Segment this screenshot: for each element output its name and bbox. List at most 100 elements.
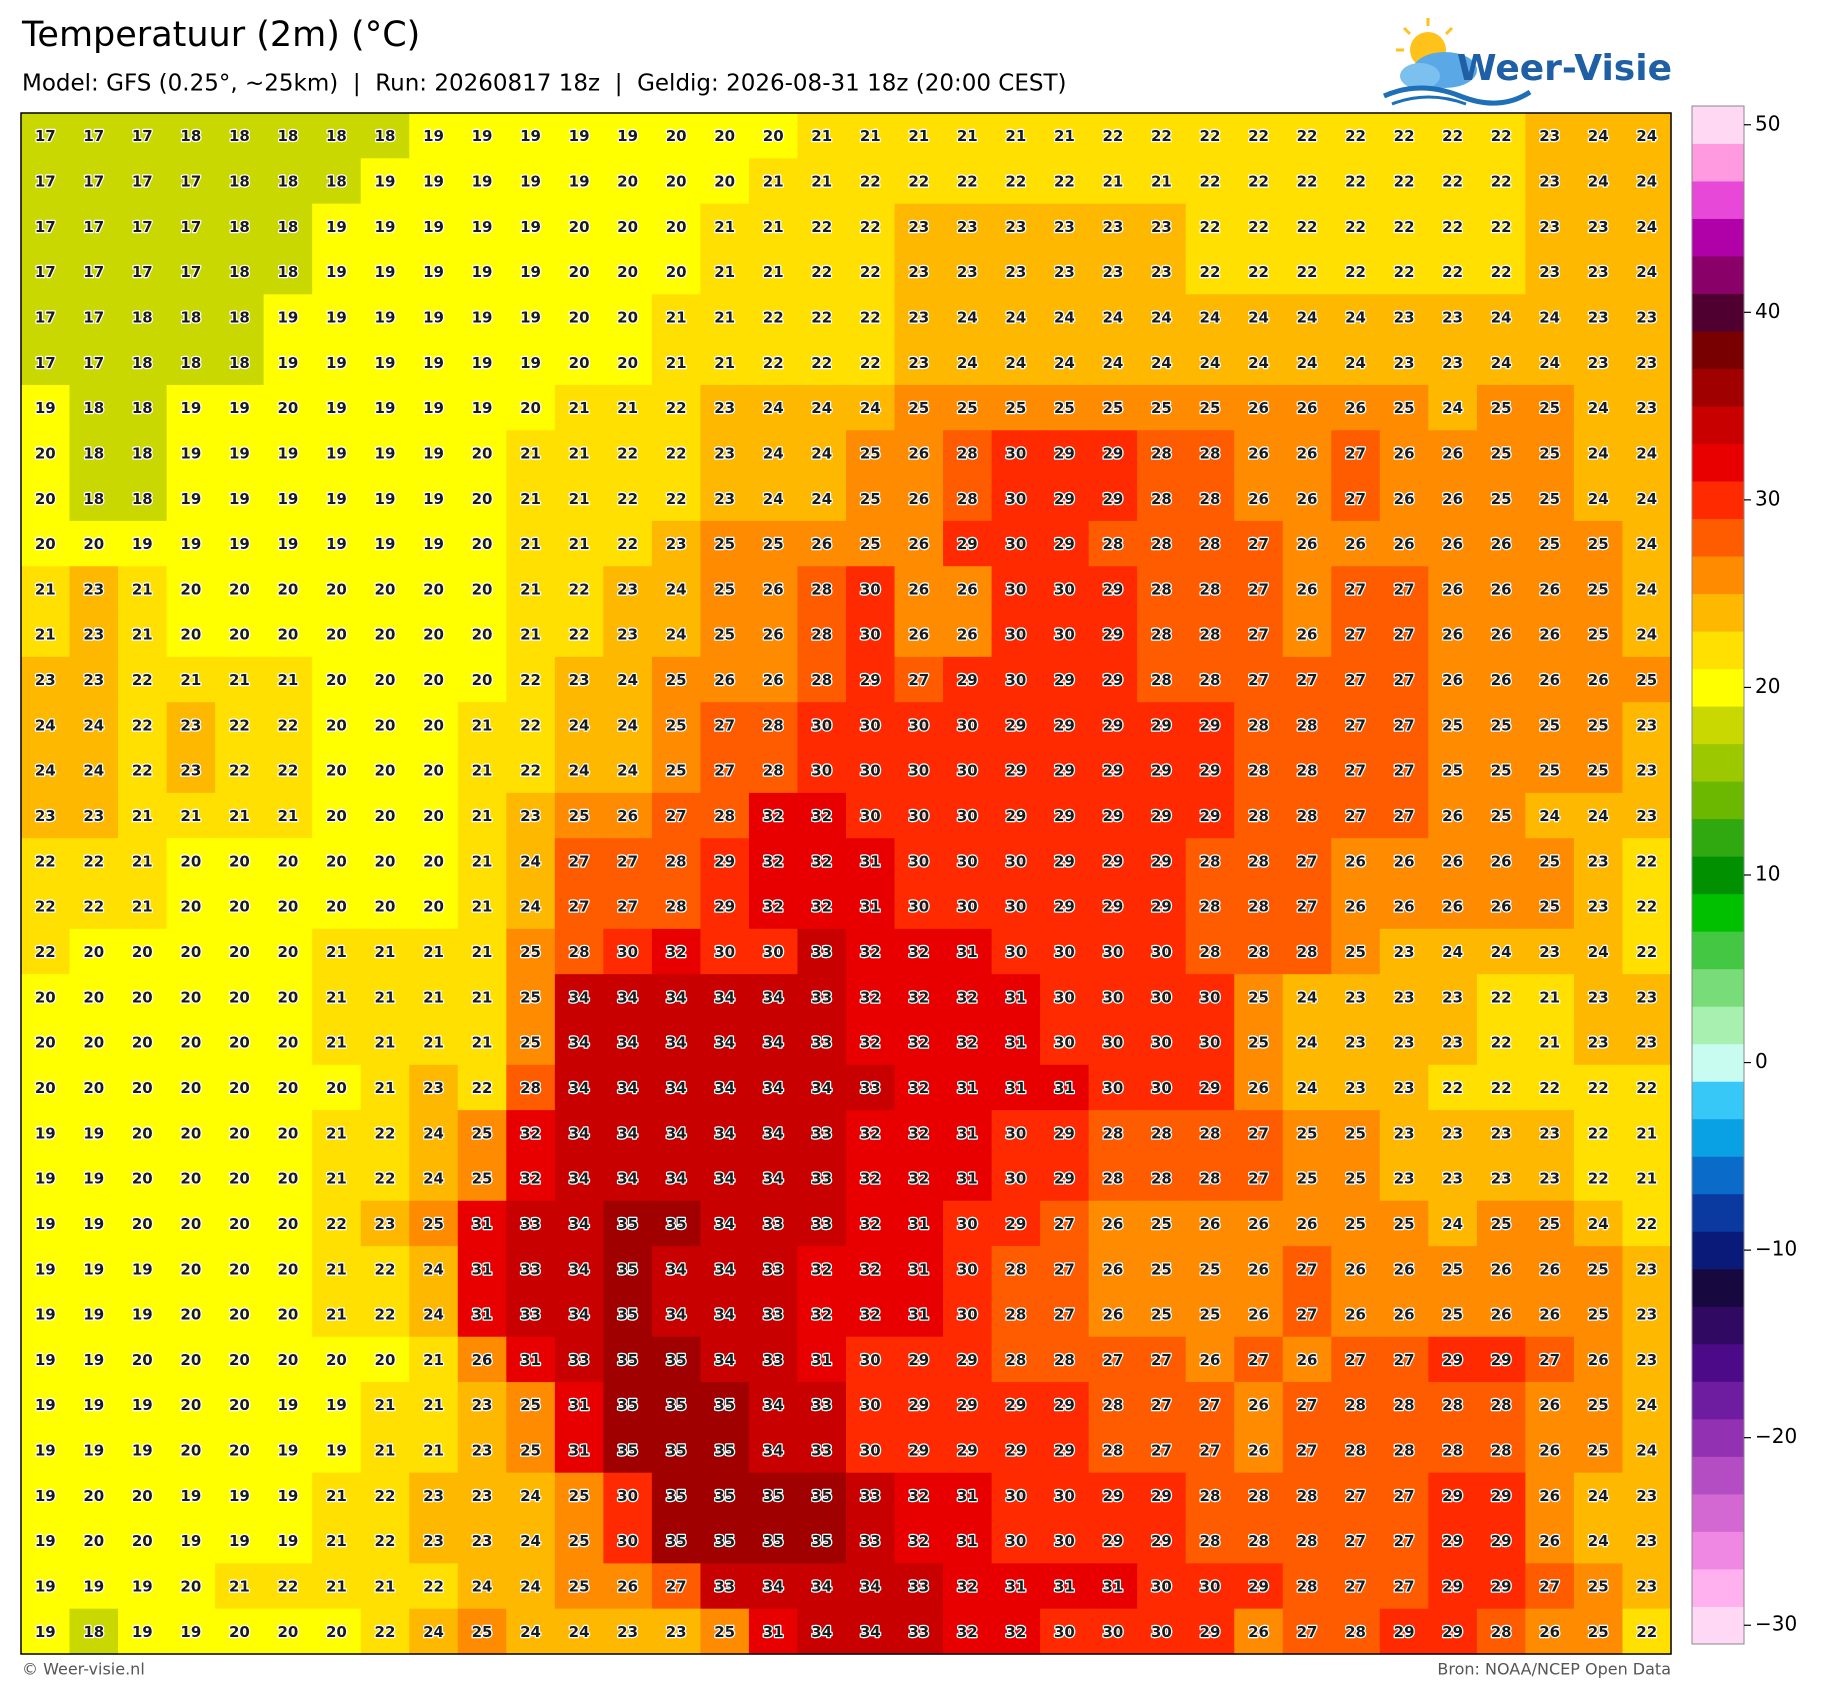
temperature-label: 27 [1345,1532,1366,1550]
temperature-cell [1040,203,1090,250]
temperature-cell [1573,566,1624,613]
temperature-cell [603,158,653,205]
temperature-cell [748,747,799,794]
temperature-label: 24 [1248,354,1269,372]
temperature-cell [846,248,896,295]
temperature-cell [118,158,168,205]
temperature-label: 20 [180,943,201,961]
temperature-label: 20 [375,716,396,734]
temperature-label: 34 [714,1351,735,1369]
temperature-label: 28 [1102,1170,1123,1188]
temperature-label: 26 [1248,444,1269,462]
temperature-label: 29 [1151,1532,1172,1550]
temperature-cell [1331,203,1381,250]
temperature-cell [894,1382,944,1428]
temperature-label: 26 [908,535,929,553]
temperature-cell [1428,1472,1478,1519]
colorbar-band [1692,706,1744,745]
temperature-cell [797,838,847,885]
temperature-label: 30 [1151,988,1172,1006]
temperature-label: 24 [423,1170,444,1188]
temperature-label: 19 [423,218,444,236]
temperature-cell [1525,747,1575,794]
temperature-label: 18 [229,354,250,372]
temperature-cell [1573,747,1624,794]
temperature-label: 20 [229,1351,250,1369]
temperature-label: 24 [666,580,687,598]
temperature-label: 28 [1200,943,1221,961]
temperature-label: 21 [472,898,493,916]
temperature-cell [1040,158,1090,205]
temperature-label: 30 [860,1351,881,1369]
temperature-cell [1331,611,1381,658]
temperature-label: 25 [1248,988,1269,1006]
temperature-cell [457,1200,507,1247]
temperature-label: 20 [375,1351,396,1369]
temperature-label: 21 [326,988,347,1006]
temperature-cell [215,1200,265,1247]
temperature-label: 28 [569,943,590,961]
temperature-label: 30 [1102,1623,1123,1641]
temperature-cell [1331,702,1381,749]
temperature-label: 21 [1636,1124,1657,1142]
temperature-cell [360,248,410,295]
temperature-label: 24 [1297,988,1318,1006]
temperature-label: 27 [1297,852,1318,870]
temperature-cell [360,113,410,159]
temperature-cell [748,520,799,567]
temperature-cell [1040,792,1090,839]
temperature-label: 32 [860,1170,881,1188]
temperature-label: 28 [1491,1396,1512,1414]
temperature-label: 31 [1005,988,1026,1006]
temperature-cell [263,384,313,431]
temperature-cell [1137,1518,1187,1564]
temperature-label: 20 [229,988,250,1006]
temperature-label: 26 [1248,490,1269,508]
temperature-cell [991,1019,1041,1066]
temperature-label: 23 [35,671,56,689]
temperature-cell [1282,928,1332,975]
temperature-cell [312,883,362,930]
temperature-label: 21 [472,716,493,734]
temperature-cell [748,1019,799,1066]
temperature-label: 27 [1345,807,1366,825]
temperature-label: 26 [1442,626,1463,644]
temperature-cell [215,792,265,839]
temperature-label: 27 [1200,1396,1221,1414]
temperature-label: 19 [132,1260,153,1278]
temperature-label: 26 [472,1351,493,1369]
temperature-label: 20 [326,1079,347,1097]
temperature-label: 24 [1636,1442,1657,1460]
temperature-cell [360,1382,410,1428]
temperature-cell [554,294,604,341]
temperature-cell [1234,566,1284,613]
temperature-label: 24 [1588,490,1609,508]
temperature-label: 24 [1345,308,1366,326]
temperature-cell [263,747,313,794]
temperature-cell [457,475,507,522]
temperature-label: 29 [1005,1215,1026,1233]
temperature-cell [1234,1382,1284,1428]
temperature-cell [215,475,265,522]
temperature-label: 20 [666,218,687,236]
temperature-cell [1573,974,1624,1021]
temperature-label: 19 [423,535,444,553]
temperature-label: 26 [1297,399,1318,417]
temperature-cell [943,883,993,930]
temperature-cell [748,566,799,613]
temperature-cell [1282,1246,1332,1293]
temperature-cell [1379,384,1429,431]
temperature-cell [700,1064,750,1111]
temperature-cell [457,656,507,703]
temperature-cell [21,1427,71,1474]
temperature-cell [506,1472,556,1519]
temperature-label: 34 [617,1034,638,1052]
colorbar-tick-label: 30 [1755,486,1780,510]
temperature-cell [1040,656,1090,703]
temperature-cell [1379,475,1429,522]
temperature-label: 20 [375,626,396,644]
temperature-label: 29 [1102,671,1123,689]
temperature-label: 29 [1102,1487,1123,1505]
temperature-cell [700,974,750,1021]
colorbar-band [1692,743,1744,782]
